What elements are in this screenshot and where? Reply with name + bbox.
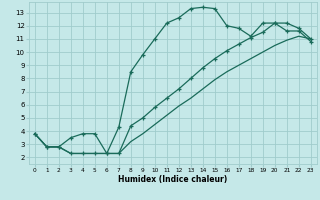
X-axis label: Humidex (Indice chaleur): Humidex (Indice chaleur) [118, 175, 228, 184]
